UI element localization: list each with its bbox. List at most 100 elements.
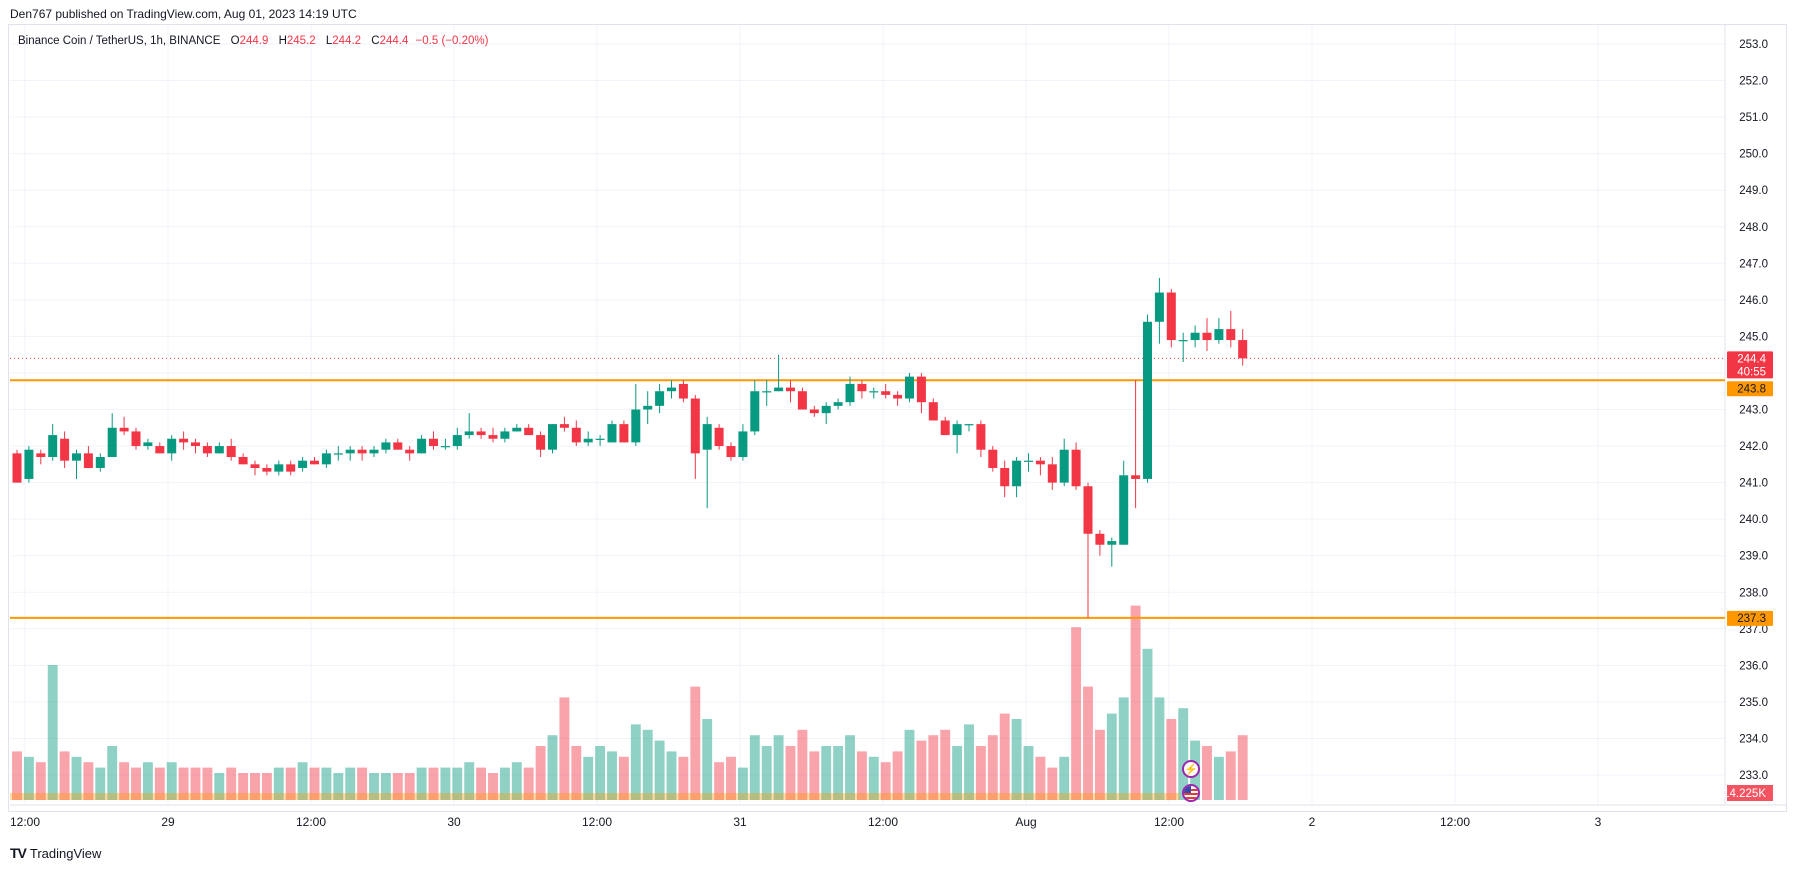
candle-body[interactable] bbox=[95, 457, 105, 468]
candle-body[interactable] bbox=[643, 405, 653, 410]
candle-body[interactable] bbox=[131, 431, 141, 447]
us-flag-icon[interactable] bbox=[1182, 784, 1200, 802]
candle-body[interactable] bbox=[714, 427, 724, 447]
candle-body[interactable] bbox=[988, 449, 998, 468]
candle-body[interactable] bbox=[1166, 292, 1176, 341]
candle-body[interactable] bbox=[833, 402, 843, 406]
candle-body[interactable] bbox=[488, 435, 498, 439]
candle-body[interactable] bbox=[571, 427, 581, 443]
candle-body[interactable] bbox=[1226, 329, 1236, 341]
candle-body[interactable] bbox=[655, 391, 665, 406]
candle-body[interactable] bbox=[976, 424, 986, 450]
candle-body[interactable] bbox=[762, 391, 772, 393]
candle-body[interactable] bbox=[333, 453, 343, 455]
candle-body[interactable] bbox=[1154, 292, 1164, 322]
candle-body[interactable] bbox=[1035, 460, 1045, 465]
candle-body[interactable] bbox=[1012, 460, 1022, 487]
candle-body[interactable] bbox=[952, 424, 962, 436]
candle-body[interactable] bbox=[857, 383, 867, 392]
candle-body[interactable] bbox=[559, 424, 569, 428]
candle-body[interactable] bbox=[440, 446, 450, 448]
lightning-icon[interactable]: ⚡ bbox=[1182, 760, 1200, 778]
candle-body[interactable] bbox=[476, 431, 486, 436]
candle-body[interactable] bbox=[310, 460, 319, 465]
candle-body[interactable] bbox=[1107, 541, 1117, 545]
candle-body[interactable] bbox=[36, 453, 46, 458]
candle-body[interactable] bbox=[524, 427, 534, 436]
candle-body[interactable] bbox=[1047, 464, 1057, 483]
candle-body[interactable] bbox=[1238, 340, 1248, 359]
candle-body[interactable] bbox=[238, 457, 248, 465]
candle-body[interactable] bbox=[119, 427, 129, 432]
candle-body[interactable] bbox=[940, 420, 950, 436]
candle-body[interactable] bbox=[393, 442, 403, 450]
candle-body[interactable] bbox=[619, 424, 629, 443]
candle-body[interactable] bbox=[690, 398, 700, 454]
candle-body[interactable] bbox=[536, 435, 546, 450]
candle-body[interactable] bbox=[1059, 449, 1069, 483]
candle-body[interactable] bbox=[1214, 329, 1224, 341]
candle-body[interactable] bbox=[345, 449, 355, 454]
candle-body[interactable] bbox=[107, 427, 117, 458]
candle-body[interactable] bbox=[916, 376, 926, 403]
candle-body[interactable] bbox=[179, 438, 189, 443]
candle-body[interactable] bbox=[869, 391, 879, 393]
candle-body[interactable] bbox=[738, 431, 748, 458]
candle-body[interactable] bbox=[678, 383, 688, 399]
candle-body[interactable] bbox=[452, 435, 462, 447]
candle-body[interactable] bbox=[928, 402, 938, 421]
candle-body[interactable] bbox=[821, 405, 831, 414]
candle-body[interactable] bbox=[72, 453, 81, 461]
candle-body[interactable] bbox=[226, 446, 236, 458]
candle-body[interactable] bbox=[143, 442, 153, 447]
candle-body[interactable] bbox=[809, 409, 819, 414]
candle-body[interactable] bbox=[262, 467, 272, 472]
tradingview-brand[interactable]: TV TradingView bbox=[10, 845, 101, 861]
candle-body[interactable] bbox=[298, 460, 308, 468]
candle-body[interactable] bbox=[167, 438, 177, 454]
candle-body[interactable] bbox=[726, 446, 736, 458]
candle-body[interactable] bbox=[12, 453, 22, 483]
candle-body[interactable] bbox=[429, 438, 438, 447]
candle-body[interactable] bbox=[1119, 475, 1129, 545]
candle-body[interactable] bbox=[357, 449, 367, 454]
chart-frame[interactable] bbox=[8, 24, 1787, 812]
candle-body[interactable] bbox=[607, 424, 617, 443]
candle-body[interactable] bbox=[500, 431, 510, 439]
candle-body[interactable] bbox=[1143, 321, 1152, 479]
candle-body[interactable] bbox=[1000, 467, 1010, 487]
candle-body[interactable] bbox=[369, 449, 379, 454]
candle-body[interactable] bbox=[750, 391, 760, 432]
candle-body[interactable] bbox=[1131, 475, 1141, 479]
candle-body[interactable] bbox=[155, 446, 165, 454]
candle-body[interactable] bbox=[893, 394, 903, 399]
candle-body[interactable] bbox=[702, 424, 712, 450]
candle-body[interactable] bbox=[1202, 332, 1212, 341]
candle-body[interactable] bbox=[202, 446, 212, 454]
candle-body[interactable] bbox=[417, 438, 427, 454]
candle-body[interactable] bbox=[964, 424, 974, 426]
candle-body[interactable] bbox=[595, 438, 605, 440]
candle-body[interactable] bbox=[881, 391, 891, 395]
candle-body[interactable] bbox=[631, 409, 641, 443]
candle-body[interactable] bbox=[60, 438, 70, 461]
candle-body[interactable] bbox=[191, 442, 200, 447]
candle-body[interactable] bbox=[1083, 486, 1093, 534]
candle-body[interactable] bbox=[381, 442, 391, 450]
candle-body[interactable] bbox=[274, 464, 284, 472]
candle-body[interactable] bbox=[667, 387, 676, 392]
candle-body[interactable] bbox=[321, 453, 331, 465]
candle-body[interactable] bbox=[512, 427, 522, 432]
candle-body[interactable] bbox=[905, 376, 914, 399]
candle-body[interactable] bbox=[583, 438, 593, 443]
candle-body[interactable] bbox=[1024, 460, 1033, 462]
candle-body[interactable] bbox=[214, 446, 224, 454]
candle-body[interactable] bbox=[774, 387, 784, 392]
candle-body[interactable] bbox=[845, 383, 855, 403]
candle-body[interactable] bbox=[797, 391, 807, 410]
candle-body[interactable] bbox=[405, 449, 415, 454]
candle-body[interactable] bbox=[48, 435, 58, 458]
candle-body[interactable] bbox=[83, 453, 93, 468]
candle-body[interactable] bbox=[1190, 332, 1200, 341]
